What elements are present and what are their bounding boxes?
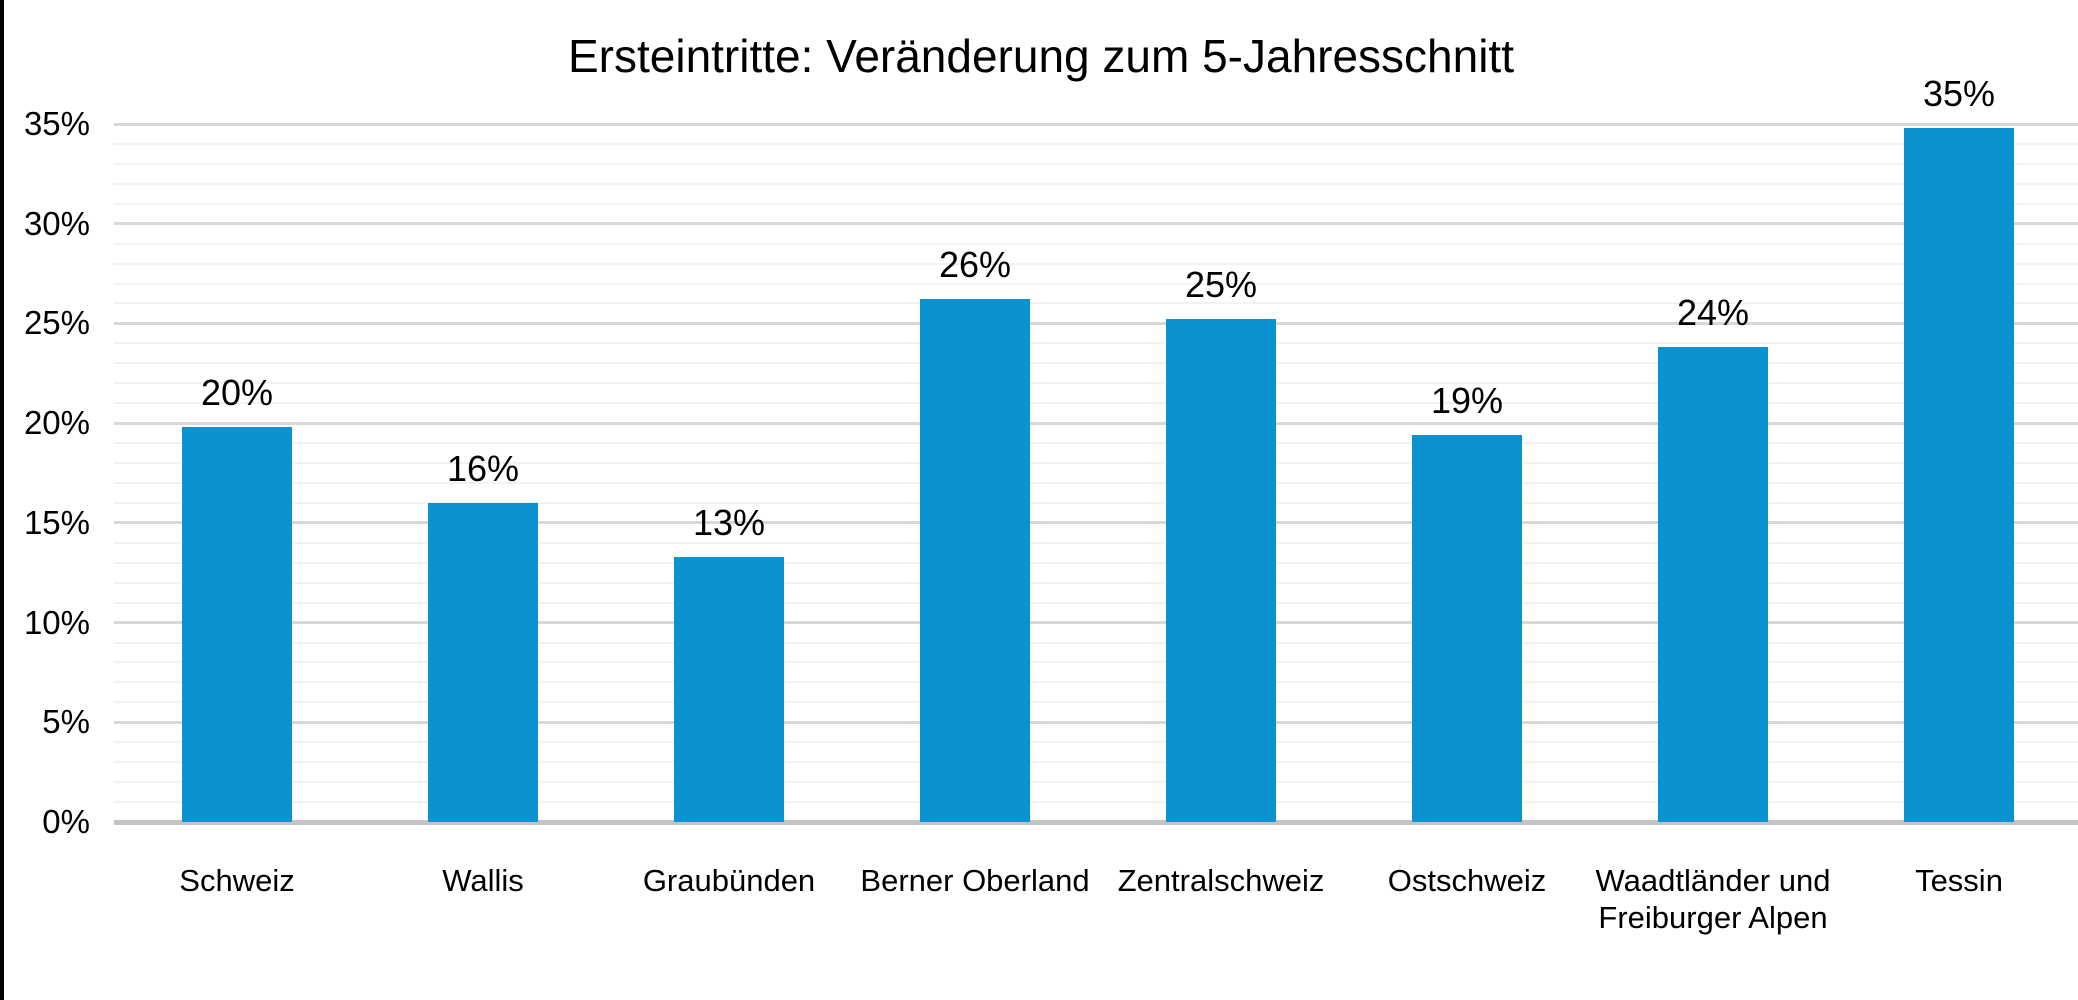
y-tick-label-10pct: 10%	[23, 603, 90, 641]
y-tick-label-15pct: 15%	[23, 503, 90, 541]
x-axis-label-graubünden: Graubünden	[642, 863, 816, 898]
gridline-major-15	[114, 521, 2078, 525]
bar-value-label-berner-oberland: 26%	[938, 244, 1012, 286]
gridline-major-25	[114, 321, 2078, 325]
bar-waadtländer-und-freiburger-alpen	[1658, 347, 1768, 822]
gridline-minor-21	[114, 402, 2078, 405]
bar-zentralschweiz	[1166, 319, 1276, 822]
y-tick-label-35pct: 35%	[23, 105, 90, 142]
gridline-minor-7	[114, 681, 2078, 684]
gridline-major-35	[114, 122, 2078, 126]
bar-value-label-schweiz: 20%	[200, 372, 274, 414]
gridline-major-5	[114, 720, 2078, 724]
x-axis-label-schweiz: Schweiz	[179, 863, 295, 898]
gridline-minor-16	[114, 501, 2078, 504]
gridline-minor-19	[114, 442, 2078, 445]
y-tick-label-20pct: 20%	[23, 404, 90, 442]
bar-berner-oberland	[920, 299, 1030, 822]
gridline-minor-23	[114, 362, 2078, 365]
gridline-minor-1	[114, 801, 2078, 804]
bar-value-label-tessin: 35%	[1922, 72, 1996, 114]
y-tick-label-0pct: 0%	[42, 803, 90, 840]
gridline-minor-31	[114, 202, 2078, 205]
gridline-major-20	[114, 421, 2078, 425]
y-tick-label-30pct: 30%	[23, 204, 90, 242]
gridline-minor-4	[114, 741, 2078, 744]
gridline-minor-11	[114, 601, 2078, 604]
gridline-minor-22	[114, 382, 2078, 385]
gridline-minor-24	[114, 342, 2078, 345]
bar-value-label-ostschweiz: 19%	[1430, 380, 1504, 422]
gridline-minor-33	[114, 162, 2078, 165]
gridline-minor-2	[114, 781, 2078, 784]
bar-value-label-zentralschweiz: 25%	[1184, 264, 1258, 306]
x-axis-label-waadtländer-und-freiburger-alpen: Waadtländer und Freiburger Alpen	[1595, 863, 1831, 935]
x-axis-label-zentralschweiz: Zentralschweiz	[1117, 863, 1325, 898]
gridline-minor-32	[114, 182, 2078, 185]
gridline-major-10	[114, 621, 2078, 625]
bar-graubünden	[674, 556, 784, 822]
bar-wallis	[428, 502, 538, 822]
gridline-minor-8	[114, 661, 2078, 664]
gridline-minor-17	[114, 481, 2078, 484]
bar-schweiz	[182, 427, 292, 822]
y-tick-label-5pct: 5%	[42, 703, 90, 741]
gridline-minor-9	[114, 641, 2078, 644]
x-axis-label-ostschweiz: Ostschweiz	[1387, 863, 1547, 898]
gridline-minor-27	[114, 282, 2078, 285]
bar-value-label-waadtländer-und-freiburger-alpen: 24%	[1676, 292, 1750, 334]
x-axis-label-tessin: Tessin	[1915, 863, 2003, 898]
y-tick-label-25pct: 25%	[23, 304, 90, 342]
gridline-minor-6	[114, 701, 2078, 704]
gridline-minor-18	[114, 462, 2078, 465]
gridline-minor-12	[114, 581, 2078, 584]
x-axis-label-wallis: Wallis	[442, 863, 524, 898]
bar-tessin	[1904, 127, 2014, 822]
gridline-major-30	[114, 222, 2078, 226]
gridline-minor-3	[114, 761, 2078, 764]
gridline-minor-13	[114, 561, 2078, 564]
gridline-minor-29	[114, 242, 2078, 245]
bar-ostschweiz	[1412, 435, 1522, 822]
gridline-minor-14	[114, 541, 2078, 544]
x-axis-baseline	[114, 819, 2078, 825]
gridline-minor-34	[114, 142, 2078, 145]
gridline-minor-26	[114, 302, 2078, 305]
gridline-minor-28	[114, 262, 2078, 265]
bar-value-label-wallis: 16%	[446, 447, 520, 489]
x-axis-label-berner-oberland: Berner Oberland	[860, 863, 1090, 898]
chart-title: Ersteintritte: Veränderung zum 5-Jahress…	[567, 30, 1514, 82]
bar-value-label-graubünden: 13%	[692, 501, 766, 543]
